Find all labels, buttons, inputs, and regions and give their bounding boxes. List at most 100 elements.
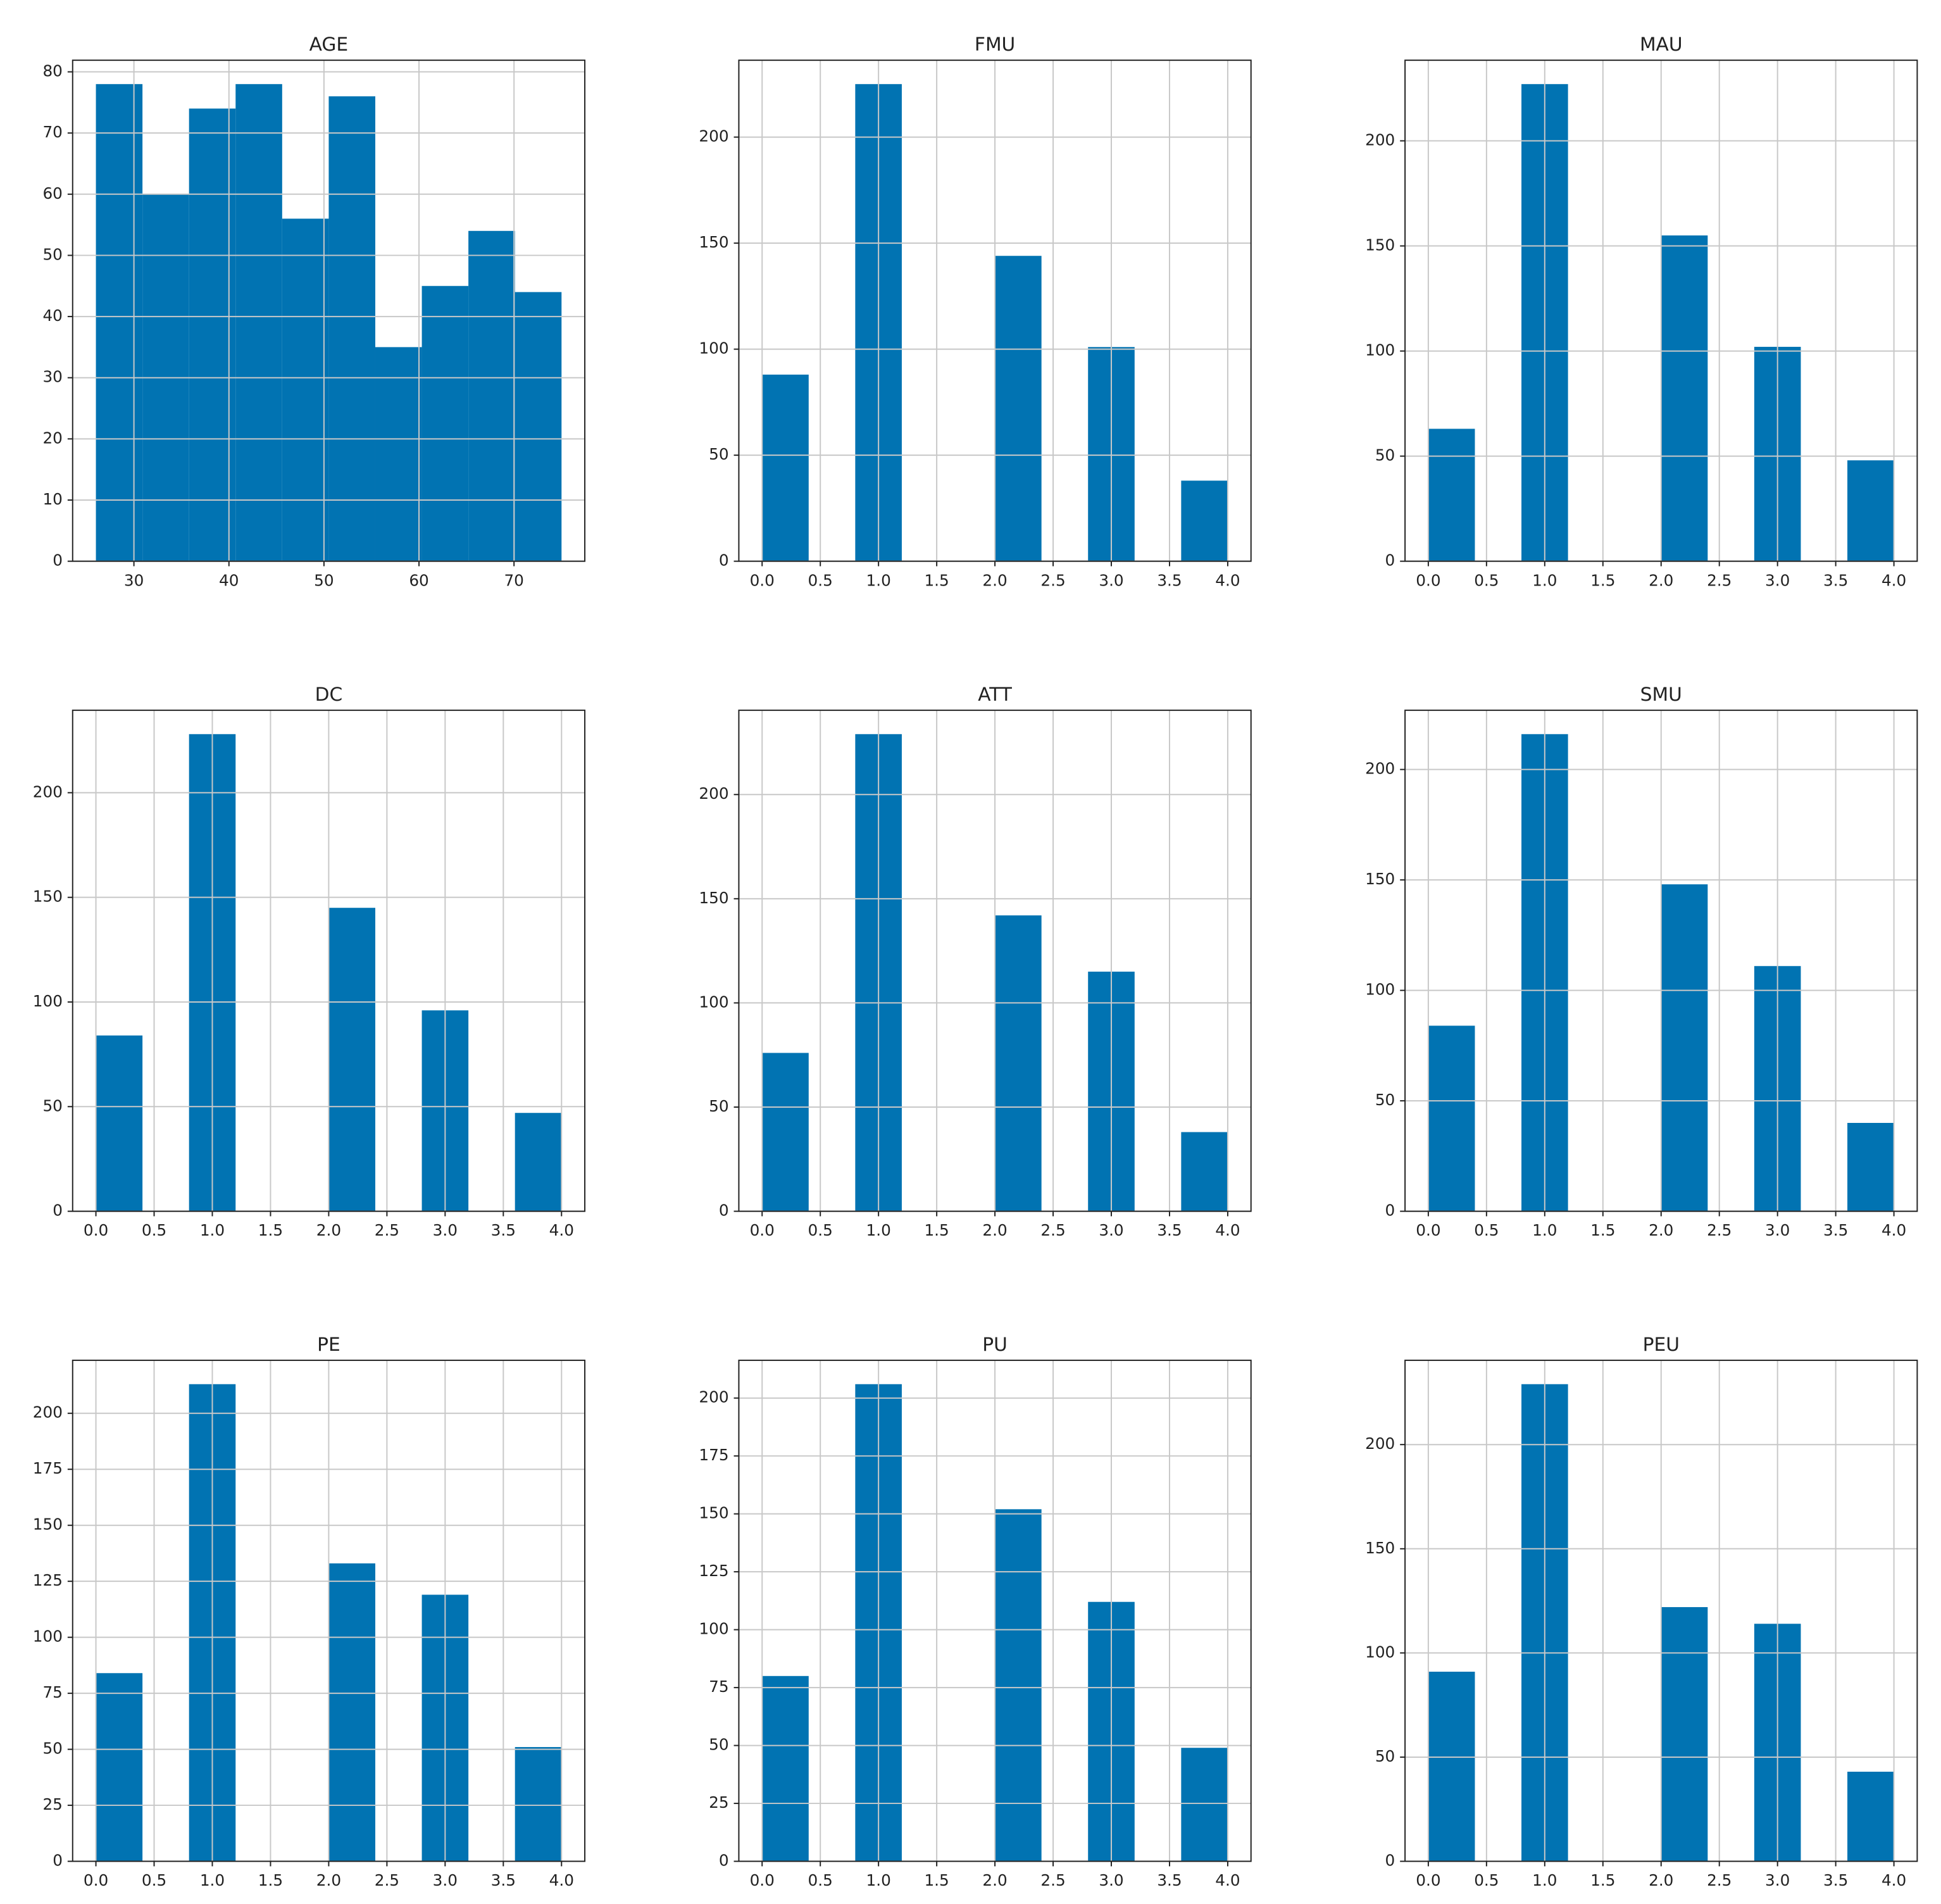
x-tick-label: 0.0 [84, 1871, 108, 1889]
y-tick-label: 30 [42, 368, 62, 386]
y-tick-label: 0 [719, 551, 729, 570]
y-tick-label: 100 [699, 993, 728, 1011]
y-tick-label: 200 [699, 1388, 728, 1406]
x-tick-label: 2.5 [375, 1221, 399, 1239]
x-tick-label: 3.0 [1099, 571, 1123, 589]
bar [515, 292, 562, 561]
y-tick-label: 25 [709, 1793, 728, 1812]
axes-frame [738, 60, 1252, 562]
x-tick-label: 30 [124, 571, 144, 589]
y-tick-label: 100 [1365, 1643, 1395, 1661]
x-tick-label: 2.5 [1707, 571, 1732, 589]
x-tick-label: 3.0 [1765, 1871, 1790, 1889]
x-tick-label: 1.0 [866, 1871, 890, 1889]
x-tick-label: 2.0 [982, 571, 1007, 589]
axes-frame [1404, 1360, 1918, 1862]
bar [96, 1673, 143, 1862]
x-tick-label: 2.5 [1707, 1221, 1732, 1239]
bar [762, 1053, 809, 1212]
subplot-title: MAU [1640, 33, 1683, 55]
y-tick-label: 50 [1375, 1747, 1395, 1765]
bar [1661, 1606, 1708, 1862]
x-tick-label: 3.0 [1099, 1871, 1123, 1889]
x-tick-label: 50 [314, 571, 334, 589]
subplot-title: ATT [978, 683, 1013, 705]
x-tick-label: 1.5 [924, 1221, 949, 1239]
x-tick-label: 1.0 [1532, 1221, 1557, 1239]
x-tick-label: 2.0 [316, 1221, 341, 1239]
x-tick-label: 4.0 [1215, 1221, 1240, 1239]
x-tick-label: 0.5 [808, 571, 833, 589]
bar [1181, 1748, 1228, 1862]
y-tick-label: 20 [42, 429, 62, 447]
x-tick-label: 2.5 [1040, 1871, 1065, 1889]
x-tick-label: 2.0 [982, 1871, 1007, 1889]
y-tick-label: 40 [42, 306, 62, 325]
bar [328, 96, 375, 561]
x-tick-label: 3.0 [433, 1221, 458, 1239]
subplot-title: PEU [1643, 1333, 1680, 1355]
y-tick-label: 100 [699, 339, 728, 358]
y-tick-label: 70 [42, 123, 62, 141]
x-tick-label: 70 [504, 571, 523, 589]
x-tick-label: 2.0 [316, 1871, 341, 1889]
bar [96, 84, 143, 561]
bar [1847, 1123, 1894, 1212]
x-tick-label: 3.5 [1157, 571, 1182, 589]
x-tick-label: 0.0 [750, 571, 775, 589]
y-tick-label: 125 [33, 1571, 63, 1589]
subplot-title: AGE [309, 33, 349, 55]
x-tick-label: 1.5 [1590, 1221, 1615, 1239]
x-tick-label: 2.5 [1040, 1221, 1065, 1239]
y-tick-label: 0 [53, 1851, 63, 1870]
bar [1181, 480, 1228, 561]
y-tick-label: 75 [42, 1683, 62, 1701]
subplot-title: DC [315, 683, 343, 705]
y-tick-label: 200 [699, 784, 728, 803]
bar [96, 1035, 143, 1212]
y-tick-label: 150 [33, 1515, 63, 1534]
x-tick-label: 0.0 [750, 1871, 775, 1889]
axes-frame [72, 60, 586, 562]
x-tick-label: 1.5 [924, 571, 949, 589]
bar [1428, 1025, 1475, 1212]
x-tick-label: 3.0 [433, 1871, 458, 1889]
x-tick-label: 1.5 [1590, 571, 1615, 589]
subplot-title: SMU [1640, 683, 1682, 705]
bar [421, 285, 469, 561]
x-tick-label: 2.0 [982, 1221, 1007, 1239]
x-tick-label: 1.0 [200, 1871, 225, 1889]
y-tick-label: 150 [699, 889, 728, 907]
x-tick-label: 2.5 [375, 1871, 399, 1889]
subplot: MAU 0.0 0.5 1.0 1.5 2.0 2.5 3.0 3.5 4.0 0 50 100 150 2… [1365, 33, 1918, 589]
x-tick-label: 3.5 [1823, 571, 1848, 589]
bar [468, 230, 515, 561]
y-tick-label: 75 [709, 1677, 728, 1696]
x-tick-label: 2.5 [1707, 1871, 1732, 1889]
bar [235, 84, 282, 561]
x-tick-label: 4.0 [1882, 1871, 1906, 1889]
x-tick-label: 4.0 [549, 1871, 574, 1889]
x-tick-label: 1.0 [866, 1221, 890, 1239]
y-tick-label: 0 [53, 551, 63, 570]
y-tick-label: 60 [42, 184, 62, 203]
axes-frame [72, 1360, 586, 1862]
x-tick-label: 0.0 [1416, 1871, 1440, 1889]
y-tick-label: 50 [42, 245, 62, 263]
y-tick-label: 0 [719, 1201, 729, 1220]
x-tick-label: 2.5 [1040, 571, 1065, 589]
bar [375, 347, 422, 561]
y-tick-label: 50 [1375, 446, 1395, 465]
bar [1847, 460, 1894, 561]
y-tick-label: 0 [1385, 1851, 1395, 1870]
y-tick-label: 150 [1365, 870, 1395, 888]
x-tick-label: 3.5 [1157, 1871, 1182, 1889]
x-tick-label: 3.5 [491, 1871, 516, 1889]
x-tick-label: 3.5 [491, 1221, 516, 1239]
y-tick-label: 100 [33, 1627, 63, 1646]
x-tick-label: 60 [409, 571, 428, 589]
bar [1428, 429, 1475, 561]
x-tick-label: 3.0 [1765, 571, 1790, 589]
